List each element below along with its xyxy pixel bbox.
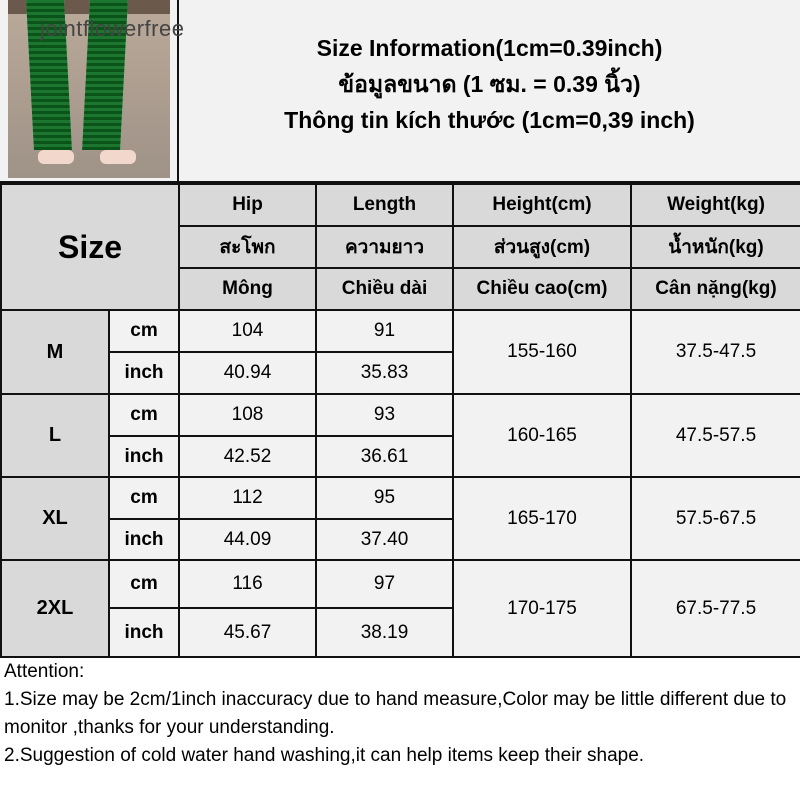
column-header: Weight(kg) <box>630 183 800 227</box>
note-2: 2.Suggestion of cold water hand washing,… <box>4 745 645 766</box>
product-photo <box>8 0 170 178</box>
column-header: Height(cm) <box>452 183 632 227</box>
length-inch: 36.61 <box>315 435 454 478</box>
hip-cm: 104 <box>178 309 317 353</box>
unit-cm: cm <box>108 476 180 520</box>
size-info-titles: Size Information(1cm=0.39inch) ข้อมูลขนา… <box>179 30 800 138</box>
height-range: 155-160 <box>452 309 632 395</box>
length-inch: 38.19 <box>315 607 454 658</box>
header-row: Size Hip Length Height(cm) Weight(kg) <box>0 183 800 311</box>
height-range: 160-165 <box>452 393 632 478</box>
weight-range: 37.5-47.5 <box>630 309 800 395</box>
title-en: Size Information(1cm=0.39inch) <box>316 35 663 61</box>
note-title: Attention: <box>4 661 85 682</box>
size-label: XL <box>0 476 110 561</box>
table-row: M cm 104 91 155-160 37.5-47.5 <box>0 309 800 395</box>
column-header: Hip <box>178 183 317 227</box>
unit-inch: inch <box>108 607 180 658</box>
hip-inch: 40.94 <box>178 351 317 395</box>
table-row: 2XL cm 116 97 170-175 67.5-77.5 <box>0 559 800 658</box>
header-row: Mông Chiều dài Chiều cao(cm) Cân nặng(kg) <box>1 267 800 311</box>
weight-range: 47.5-57.5 <box>630 393 800 478</box>
height-range: 170-175 <box>452 559 632 658</box>
unit-cm: cm <box>108 559 180 609</box>
column-header: Mông <box>178 267 317 311</box>
length-inch: 37.40 <box>315 518 454 561</box>
table-row: inch 42.52 36.61 <box>1 435 800 478</box>
table-row: inch 40.94 35.83 <box>1 351 800 395</box>
hip-inch: 45.67 <box>178 607 317 658</box>
note-1: 1.Size may be 2cm/1inch inaccuracy due t… <box>4 689 787 738</box>
unit-cm: cm <box>108 309 180 353</box>
title-vi: Thông tin kích thước (1cm=0,39 inch) <box>284 107 695 133</box>
table-row: inch 45.67 38.19 <box>1 607 800 658</box>
hip-inch: 44.09 <box>178 518 317 561</box>
hip-cm: 116 <box>178 559 317 609</box>
column-header: Length <box>315 183 454 227</box>
height-range: 165-170 <box>452 476 632 561</box>
table-row: L cm 108 93 160-165 47.5-57.5 <box>0 393 800 478</box>
size-label: L <box>0 393 110 478</box>
hip-cm: 112 <box>178 476 317 520</box>
hip-inch: 42.52 <box>178 435 317 478</box>
column-header: ส่วนสูง(cm) <box>452 225 632 269</box>
unit-inch: inch <box>108 351 180 395</box>
length-cm: 95 <box>315 476 454 520</box>
table-row: XL cm 112 95 165-170 57.5-67.5 <box>0 476 800 561</box>
unit-inch: inch <box>108 518 180 561</box>
unit-inch: inch <box>108 435 180 478</box>
length-cm: 91 <box>315 309 454 353</box>
length-cm: 97 <box>315 559 454 609</box>
length-cm: 93 <box>315 393 454 437</box>
length-inch: 35.83 <box>315 351 454 395</box>
size-header: Size <box>0 183 180 311</box>
size-label: 2XL <box>0 559 110 658</box>
title-th: ข้อมูลขนาด (1 ซม. = 0.39 นิ้ว) <box>338 71 641 97</box>
table-row: inch 44.09 37.40 <box>1 518 800 561</box>
column-header: สะโพก <box>178 225 317 269</box>
watermark: jointflowerfree <box>40 16 185 41</box>
weight-range: 67.5-77.5 <box>630 559 800 658</box>
hip-cm: 108 <box>178 393 317 437</box>
column-header: น้ำหนัก(kg) <box>630 225 800 269</box>
header-row: สะโพก ความยาว ส่วนสูง(cm) น้ำหนัก(kg) <box>1 225 800 269</box>
notes: Attention: 1.Size may be 2cm/1inch inacc… <box>4 658 798 770</box>
unit-cm: cm <box>108 393 180 437</box>
title-area: jointflowerfree Size Information(1cm=0.3… <box>0 0 800 183</box>
column-header: Chiều cao(cm) <box>452 267 632 311</box>
size-table: Size Hip Length Height(cm) Weight(kg) สะโพก คว… <box>0 183 800 658</box>
weight-range: 57.5-67.5 <box>630 476 800 561</box>
column-header: Chiều dài <box>315 267 454 311</box>
column-header: Cân nặng(kg) <box>630 267 800 311</box>
size-label: M <box>0 309 110 395</box>
column-header: ความยาว <box>315 225 454 269</box>
